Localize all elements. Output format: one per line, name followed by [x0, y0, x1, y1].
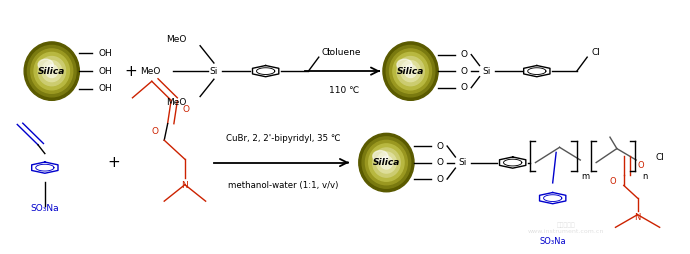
Text: 仪器信息网
www.instrument.com.cn: 仪器信息网 www.instrument.com.cn — [528, 223, 604, 234]
Ellipse shape — [368, 144, 404, 181]
Text: N: N — [634, 213, 641, 222]
Ellipse shape — [383, 42, 438, 100]
Text: +: + — [108, 155, 120, 170]
Text: O: O — [437, 158, 444, 167]
Ellipse shape — [373, 151, 388, 162]
Ellipse shape — [380, 156, 393, 169]
Ellipse shape — [31, 49, 72, 93]
Text: toluene: toluene — [327, 47, 362, 57]
Text: MeO: MeO — [140, 67, 161, 76]
Text: OH: OH — [99, 67, 112, 76]
Text: Silica: Silica — [373, 158, 400, 167]
Ellipse shape — [373, 148, 400, 177]
Text: CuBr, 2, 2'-bipyridyl, 35 ℃: CuBr, 2, 2'-bipyridyl, 35 ℃ — [226, 134, 340, 143]
Text: OH: OH — [99, 84, 112, 93]
Text: n: n — [642, 172, 647, 181]
Text: O: O — [609, 177, 616, 186]
Ellipse shape — [38, 57, 66, 86]
Ellipse shape — [38, 59, 53, 70]
Text: O: O — [461, 67, 468, 76]
Text: SO₃Na: SO₃Na — [30, 204, 59, 213]
Ellipse shape — [397, 57, 424, 86]
Text: Silica: Silica — [397, 67, 424, 76]
Ellipse shape — [366, 140, 407, 185]
Text: 110 ℃: 110 ℃ — [329, 86, 359, 95]
Text: SO₃Na: SO₃Na — [540, 237, 566, 246]
Text: Cl: Cl — [656, 153, 664, 162]
Text: Cl: Cl — [322, 47, 331, 57]
Text: Silica: Silica — [38, 67, 66, 76]
Text: O: O — [461, 83, 468, 92]
Text: O: O — [638, 161, 644, 170]
Ellipse shape — [359, 133, 414, 192]
Ellipse shape — [377, 152, 396, 173]
Text: N: N — [181, 181, 188, 190]
Ellipse shape — [362, 137, 411, 188]
Ellipse shape — [42, 61, 61, 82]
Text: O: O — [183, 105, 190, 114]
Text: Si: Si — [482, 67, 491, 76]
Text: MeO: MeO — [166, 35, 186, 44]
Ellipse shape — [28, 45, 76, 97]
Text: O: O — [437, 174, 444, 184]
Text: methanol-water (1:1, v/v): methanol-water (1:1, v/v) — [228, 181, 338, 190]
Text: +: + — [125, 64, 137, 79]
Ellipse shape — [46, 65, 58, 77]
Ellipse shape — [404, 65, 417, 77]
Text: O: O — [437, 141, 444, 151]
Ellipse shape — [390, 49, 431, 93]
Text: OH: OH — [99, 49, 112, 58]
Ellipse shape — [397, 59, 412, 70]
Ellipse shape — [34, 52, 70, 90]
Text: Cl: Cl — [592, 47, 600, 57]
Text: MeO: MeO — [166, 98, 186, 107]
Text: m: m — [582, 172, 590, 181]
Ellipse shape — [401, 61, 420, 82]
Ellipse shape — [386, 45, 435, 97]
Text: Si: Si — [210, 67, 218, 76]
Text: O: O — [461, 50, 468, 59]
Text: O: O — [152, 127, 159, 136]
Ellipse shape — [393, 52, 428, 90]
Text: Si: Si — [458, 158, 466, 167]
Ellipse shape — [24, 42, 79, 100]
